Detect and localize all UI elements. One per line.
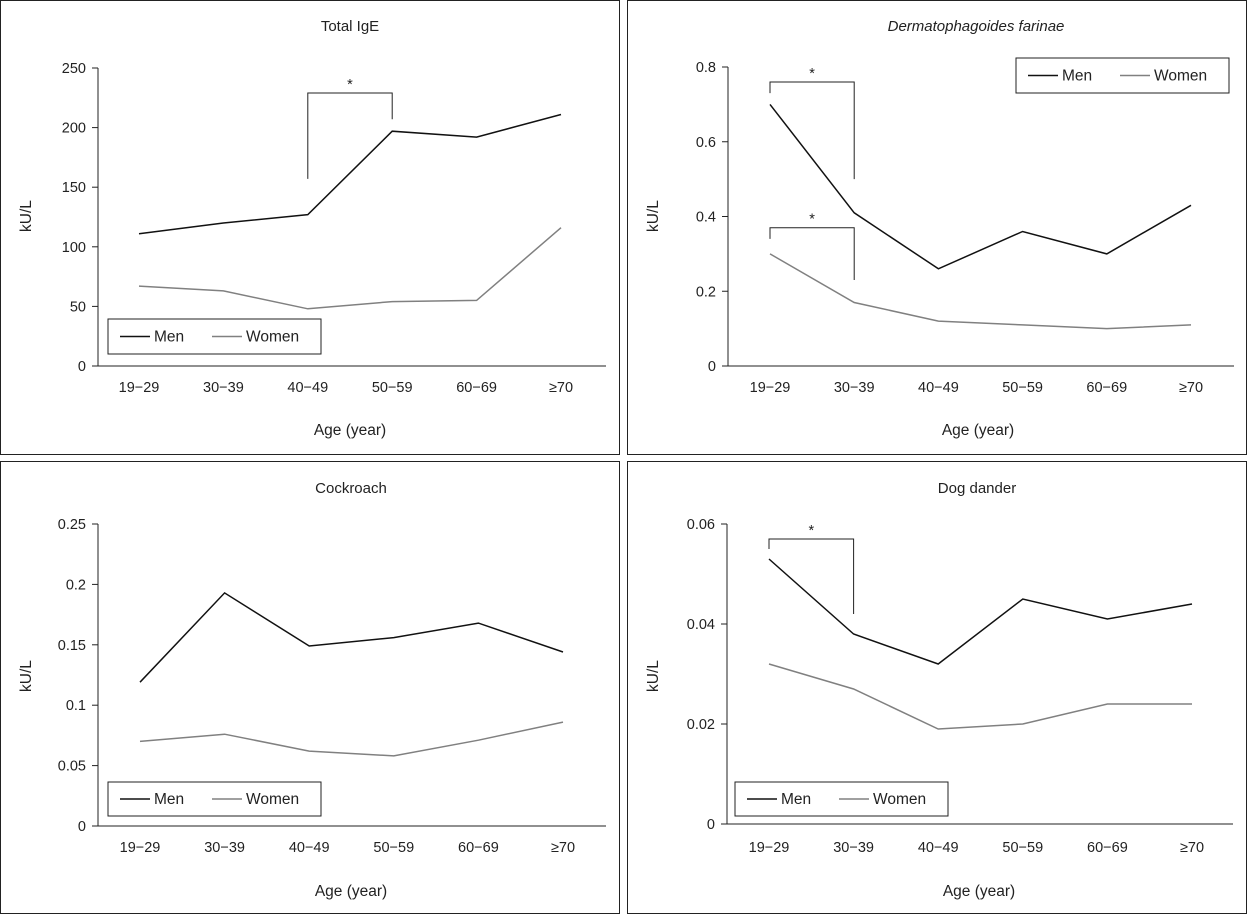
x-tick-label: 40−49 [289, 840, 330, 856]
x-tick-label: ≥70 [1180, 840, 1204, 856]
chart-dermatophagoides-farinae: 0 0.2 0.4 0.6 0.8 19−29 30−39 40−49 50−59 60−69 ≥7… [645, 18, 1234, 439]
y-tick-label: 0.6 [696, 135, 716, 151]
y-tick-label: 0 [707, 817, 715, 833]
x-tick-label: 19−29 [749, 840, 790, 856]
x-axis-label: Age (year) [942, 422, 1014, 439]
x-tick-label: 60−69 [1086, 380, 1127, 396]
x-tick-label: 60−69 [458, 840, 499, 856]
significance-marker: * [347, 77, 353, 93]
legend-label-men: Men [154, 791, 184, 808]
x-axis-label: Age (year) [315, 883, 387, 900]
x-tick-label: ≥70 [549, 380, 573, 396]
series-line-men [139, 591, 564, 683]
legend-label-men: Men [154, 329, 184, 346]
significance-bracket [768, 538, 855, 614]
series-line-men [768, 558, 1193, 665]
series-line-women [138, 227, 562, 310]
x-tick-label: 30−39 [833, 840, 874, 856]
y-axis-label: kU/L [645, 660, 662, 692]
plot-area: 0 0.02 0.04 0.06 19−29 30−39 40−49 50−59 60−69 ≥7… [687, 517, 1233, 856]
y-tick-label: 0.2 [696, 284, 716, 300]
chart-dog-dander: 0 0.02 0.04 0.06 19−29 30−39 40−49 50−59 60−69 ≥7… [645, 480, 1233, 900]
significance-bracket [769, 227, 855, 281]
x-tick-label: ≥70 [551, 840, 575, 856]
y-tick-label: 0.02 [687, 717, 715, 733]
legend-label-women: Women [246, 791, 299, 808]
y-tick-label: 50 [70, 299, 86, 315]
x-tick-label: 30−39 [203, 380, 244, 396]
plot-area: 0 0.2 0.4 0.6 0.8 19−29 30−39 40−49 50−59 60−69 ≥7… [696, 57, 1234, 396]
chart-title: Cockroach [315, 480, 387, 497]
legend-label-women: Women [873, 791, 926, 808]
x-tick-label: 30−39 [834, 380, 875, 396]
legend-label-men: Men [781, 791, 811, 808]
x-tick-label: 50−59 [373, 840, 414, 856]
series-line-women [139, 721, 564, 757]
x-tick-label: 60−69 [456, 380, 497, 396]
y-tick-label: 150 [62, 180, 86, 196]
x-tick-label: 40−49 [287, 380, 328, 396]
chart-title: Dog dander [938, 480, 1016, 497]
x-tick-label: 50−59 [1002, 380, 1043, 396]
x-tick-label: 30−39 [204, 840, 245, 856]
x-tick-label: 40−49 [918, 380, 959, 396]
series-line-women [768, 663, 1192, 730]
x-tick-label: ≥70 [1179, 380, 1203, 396]
chart-cockroach: 0 0.05 0.1 0.15 0.2 0.25 19−29 30−39 40−49 50−59 6… [18, 480, 606, 900]
y-tick-label: 0.1 [66, 698, 86, 714]
y-tick-label: 0 [78, 359, 86, 375]
chart-panel-dog-dander: 0 0.02 0.04 0.06 19−29 30−39 40−49 50−59 60−69 ≥7… [627, 461, 1247, 914]
chart-title: Dermatophagoides farinae [888, 18, 1065, 35]
x-tick-label: 50−59 [1002, 840, 1043, 856]
significance-marker: * [809, 66, 815, 82]
significance-bracket [769, 81, 855, 180]
y-axis-label: kU/L [18, 660, 35, 692]
legend-label-women: Women [1154, 68, 1207, 85]
y-tick-label: 0.4 [696, 210, 716, 226]
x-tick-label: 19−29 [750, 380, 791, 396]
chart-panel-dermatophagoides-farinae: 0 0.2 0.4 0.6 0.8 19−29 30−39 40−49 50−59 60−69 ≥7… [627, 0, 1247, 455]
y-tick-label: 0.15 [58, 638, 86, 654]
x-tick-label: 40−49 [918, 840, 959, 856]
y-tick-label: 0.2 [66, 577, 86, 593]
x-tick-label: 60−69 [1087, 840, 1128, 856]
significance-marker: * [809, 212, 815, 228]
significance-bracket [307, 92, 393, 179]
x-tick-label: 19−29 [119, 380, 160, 396]
y-tick-label: 100 [62, 240, 86, 256]
y-tick-label: 200 [62, 121, 86, 137]
y-tick-label: 0 [78, 819, 86, 835]
y-axis-label: kU/L [645, 200, 662, 232]
x-tick-label: 50−59 [372, 380, 413, 396]
y-tick-label: 0 [708, 359, 716, 375]
x-axis-label: Age (year) [314, 422, 386, 439]
y-tick-label: 0.05 [58, 759, 86, 775]
chart-panel-cockroach: 0 0.05 0.1 0.15 0.2 0.25 19−29 30−39 40−49 50−59 6… [0, 461, 620, 914]
series-line-men [769, 103, 1192, 270]
legend-label-women: Women [246, 329, 299, 346]
chart-title: Total IgE [321, 18, 379, 35]
y-tick-label: 0.04 [687, 617, 715, 633]
chart-panel-total-ige: 0 50 100 150 200 250 19−29 30−39 40−49 50−59 60−69… [0, 0, 620, 455]
y-tick-label: 0.8 [696, 60, 716, 76]
legend-label-men: Men [1062, 68, 1092, 85]
y-axis-label: kU/L [18, 200, 35, 232]
y-tick-label: 0.25 [58, 517, 86, 533]
series-line-men [138, 113, 562, 235]
significance-marker: * [808, 523, 814, 539]
chart-total-ige: 0 50 100 150 200 250 19−29 30−39 40−49 50−59 60−69… [18, 18, 606, 439]
plot-area: 0 50 100 150 200 250 19−29 30−39 40−49 50−59 60−69… [62, 61, 606, 396]
x-tick-label: 19−29 [120, 840, 161, 856]
y-tick-label: 250 [62, 61, 86, 77]
x-axis-label: Age (year) [943, 883, 1015, 900]
plot-area: 0 0.05 0.1 0.15 0.2 0.25 19−29 30−39 40−49 50−59 6… [58, 517, 606, 856]
y-tick-label: 0.06 [687, 517, 715, 533]
series-line-women [769, 253, 1192, 330]
